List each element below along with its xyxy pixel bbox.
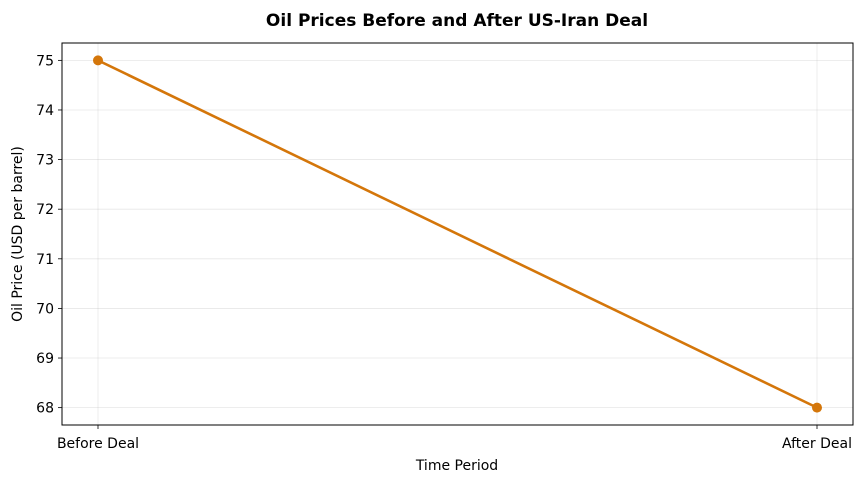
chart-title: Oil Prices Before and After US-Iran Deal [266,11,648,31]
grid [62,43,853,425]
plot-frame [61,42,854,426]
y-tick-label: 72 [36,202,54,218]
x-tick-label: After Deal [782,436,852,452]
y-tick-label: 75 [36,53,54,69]
data-point [93,55,103,66]
data-point [812,402,822,413]
y-axis-label: Oil Price (USD per barrel) [10,146,26,322]
y-tick-label: 73 [36,153,54,169]
y-tick-label: 69 [36,351,54,367]
x-axis-label: Time Period [415,458,498,474]
series-line-segment [96,59,819,409]
y-tick-label: 70 [36,301,54,317]
y-tick-label: 71 [36,252,54,268]
y-tick-label: 74 [36,103,54,119]
series-layer [93,55,822,413]
x-tick-label: Before Deal [57,436,139,452]
y-tick-label: 68 [36,401,54,417]
axes: 68 69 70 71 72 73 74 75 Before Deal After Deal [36,53,852,452]
